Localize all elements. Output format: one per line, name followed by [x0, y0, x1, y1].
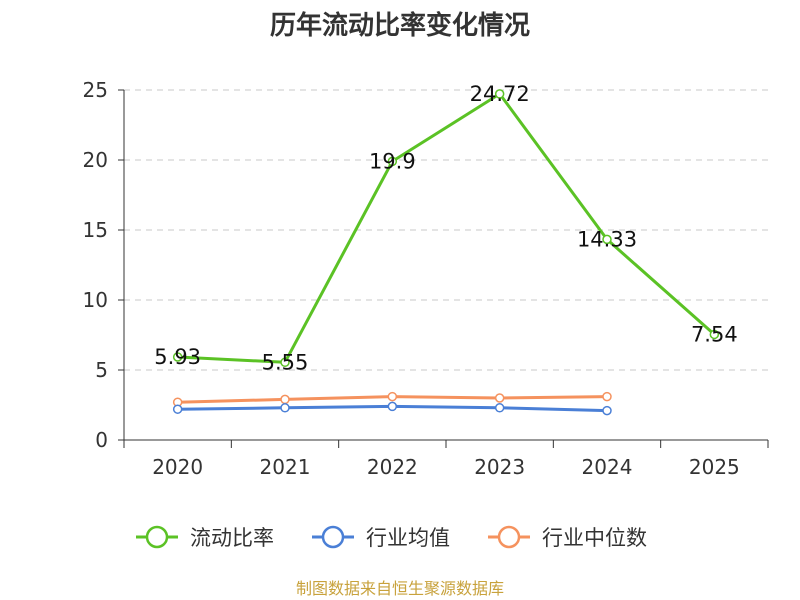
- data-label: 24.72: [470, 82, 530, 106]
- x-tick-label: 2025: [689, 455, 740, 479]
- x-tick-label: 2022: [367, 455, 418, 479]
- data-labels: 5.93 5.55 19.9 24.72 14.33 7.54: [154, 82, 737, 374]
- legend-label: 行业中位数: [542, 526, 647, 550]
- data-point[interactable]: [494, 89, 505, 99]
- legend-marker: [497, 525, 521, 549]
- legend-item[interactable]: 行业中位数: [488, 525, 647, 550]
- data-point[interactable]: [602, 405, 612, 416]
- data-label: 7.54: [691, 322, 738, 346]
- data-point[interactable]: [387, 401, 398, 412]
- x-tick-label: 2021: [260, 455, 311, 479]
- data-point[interactable]: [709, 329, 720, 340]
- y-tick-label: 15: [83, 218, 108, 242]
- grid: [124, 89, 768, 371]
- data-label: 14.33: [577, 227, 637, 251]
- data-point[interactable]: [172, 352, 183, 362]
- x-tick-label: 2020: [152, 455, 203, 479]
- legend-item[interactable]: 行业均值: [312, 525, 450, 550]
- data-point[interactable]: [280, 403, 290, 413]
- legend-label: 行业均值: [366, 526, 450, 550]
- data-label: 5.93: [154, 345, 201, 369]
- legend-item[interactable]: 流动比率: [136, 525, 274, 550]
- legend-marker: [321, 525, 345, 549]
- y-tick-label: 10: [83, 288, 108, 312]
- x-tick-label: 2024: [582, 455, 633, 479]
- y-tick-label: 25: [83, 78, 108, 102]
- data-point[interactable]: [280, 357, 290, 368]
- series-line: [177, 92, 716, 364]
- data-point[interactable]: [387, 156, 398, 167]
- chart-title: 历年流动比率变化情况: [270, 10, 530, 41]
- data-point[interactable]: [494, 403, 505, 413]
- legend-marker: [145, 525, 169, 549]
- data-label: 19.9: [369, 149, 416, 173]
- legend-label: 流动比率: [190, 526, 274, 550]
- y-tick-label: 0: [95, 428, 108, 452]
- data-point[interactable]: [172, 404, 183, 414]
- legend[interactable]: 流动比率 行业均值 行业中位数: [136, 525, 647, 550]
- source-note: 制图数据来自恒生聚源数据库: [296, 579, 504, 598]
- y-tick-label: 20: [83, 148, 108, 172]
- data-point[interactable]: [602, 234, 612, 245]
- data-label: 5.55: [262, 350, 309, 374]
- x-tick-label: 2023: [474, 455, 525, 479]
- data-point[interactable]: [494, 393, 505, 403]
- y-tick-label: 5: [95, 358, 108, 382]
- series: [172, 89, 720, 416]
- data-point[interactable]: [602, 391, 612, 402]
- data-point[interactable]: [280, 394, 290, 405]
- data-point[interactable]: [387, 391, 398, 402]
